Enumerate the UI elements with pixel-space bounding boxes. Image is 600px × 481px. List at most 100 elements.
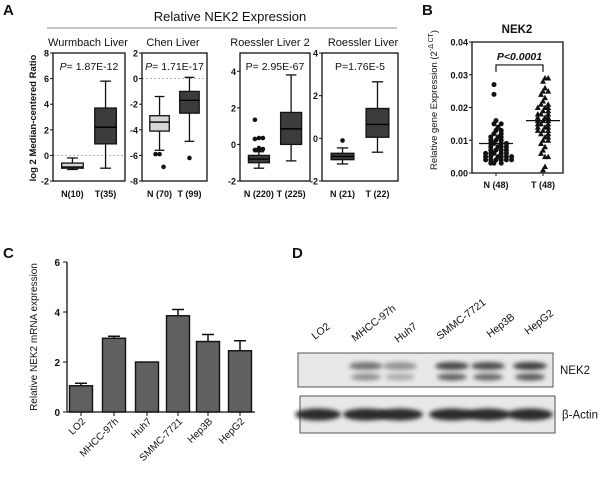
outlier-point <box>260 135 266 141</box>
y-tick-label: 0 <box>44 151 49 161</box>
data-point <box>545 101 552 107</box>
protein-band <box>351 373 381 381</box>
p-symbol: P <box>60 61 67 73</box>
box-normal: N (70) <box>147 95 172 199</box>
y-tick-label: 6 <box>54 258 60 269</box>
y-tick-label: -2 <box>130 100 138 110</box>
y-tick-label: 0 <box>133 74 138 84</box>
data-point <box>545 127 552 133</box>
iqr-box <box>149 115 170 132</box>
protein-band <box>513 362 547 370</box>
bar-group: Hep3B <box>186 333 221 446</box>
significance-bracket <box>495 64 544 72</box>
subplot-title: Roessler Liver 2 <box>230 37 309 49</box>
data-point <box>545 130 552 137</box>
outlier-point <box>260 146 266 152</box>
subplot-title: Roessler Liver <box>328 37 399 49</box>
y-tick-label: 6 <box>44 74 49 84</box>
lane-label: SMMC-7721 <box>434 297 488 343</box>
data-point <box>498 121 504 127</box>
bar <box>165 315 191 413</box>
y-tick-label: -6 <box>130 151 138 161</box>
data-point <box>538 101 544 107</box>
x-tick-label: N (70) <box>147 189 172 199</box>
outlier-point <box>252 117 258 123</box>
protein-band <box>473 373 503 381</box>
outlier-point <box>161 164 166 170</box>
box-tumor: T(35) <box>94 80 118 199</box>
panel-label-a: A <box>3 2 14 19</box>
iqr-box <box>94 107 118 145</box>
blot-strip-actin: β-Actin <box>295 395 598 434</box>
bar <box>195 340 221 413</box>
data-point <box>538 150 544 156</box>
box-tumor: T (22) <box>365 81 390 199</box>
p-value-label: P=1.76E-5 <box>335 61 385 73</box>
lane-label: HepG2 <box>522 307 556 337</box>
x-tick-label: Hep3B <box>186 416 216 446</box>
boxplot-subplot: Chen Liver 2 0 -2 -4 -6 -8 P= 1.71E-17 N (70) T (… <box>130 37 208 199</box>
subplot-title: Wurmbach Liver <box>48 37 128 49</box>
y-tick-label: -2 <box>310 177 318 187</box>
data-point <box>534 120 541 127</box>
outlier-point <box>340 138 345 143</box>
blot-membrane <box>297 352 554 388</box>
protein-band <box>385 373 415 381</box>
data-point <box>540 107 546 114</box>
data-point <box>491 82 497 88</box>
data-point <box>491 131 497 137</box>
data-point <box>534 104 541 110</box>
data-point <box>540 78 546 84</box>
p-value-label: P= 2.95E-67 <box>246 61 305 73</box>
data-point <box>545 107 552 114</box>
data-point <box>540 97 546 104</box>
data-point <box>545 88 552 94</box>
data-point <box>540 127 546 133</box>
data-point <box>534 127 541 133</box>
protein-band <box>435 362 469 370</box>
data-point <box>545 137 552 143</box>
p-value: P= 2.95E-67 <box>246 61 305 73</box>
box-normal: N (21) <box>330 138 355 199</box>
protein-band <box>429 408 475 421</box>
p-value-annotation: P<0.0001 <box>497 51 542 63</box>
outlier-point <box>256 147 262 153</box>
y-tick-label: 0.00 <box>450 169 468 179</box>
data-point <box>545 114 552 120</box>
x-tick-label: T (48) <box>531 180 555 190</box>
panel-a-boxplots: Relative NEK2 Expression log 2 Median-cen… <box>28 9 399 199</box>
data-point <box>540 166 546 173</box>
protein-band <box>437 373 467 381</box>
iqr-box <box>60 162 84 169</box>
data-point <box>491 121 497 127</box>
bar-group: LO2 <box>67 382 94 437</box>
data-point <box>538 130 544 137</box>
x-tick-label: T (225) <box>277 189 306 199</box>
protein-band <box>383 362 417 370</box>
y-tick-label: 0 <box>313 134 318 144</box>
boxplot-subplot: Roessler Liver 4 2 0 -2 P=1.76E-5 N (21) T (22) <box>310 37 399 199</box>
y-tick-label: -8 <box>130 177 138 187</box>
box-tumor: T (99) <box>177 76 201 199</box>
ylabel-end: ) <box>429 30 440 33</box>
iqr-box <box>365 107 390 138</box>
data-point <box>491 91 497 97</box>
data-point <box>538 140 544 147</box>
data-point <box>483 157 489 163</box>
y-tick-label: -4 <box>130 125 138 135</box>
protein-band <box>343 408 389 421</box>
data-point <box>498 160 504 166</box>
outlier-point <box>252 147 258 153</box>
x-tick-label: LO2 <box>67 416 88 437</box>
protein-band <box>377 408 423 421</box>
y-tick-label: 0.01 <box>450 136 468 146</box>
outlier-point <box>252 136 258 142</box>
x-tick-label: N (48) <box>483 180 508 190</box>
outlier-point <box>153 151 158 157</box>
y-tick-label: 4 <box>313 49 318 59</box>
y-tick-label: 2 <box>313 91 318 101</box>
plot-frame <box>239 52 311 182</box>
data-point <box>488 160 494 166</box>
